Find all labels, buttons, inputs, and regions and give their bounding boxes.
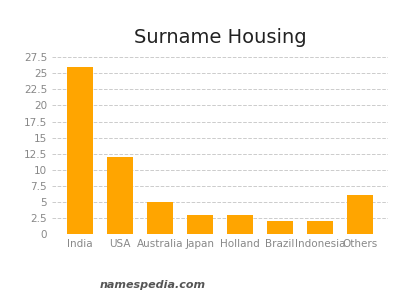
Bar: [67, 67, 93, 234]
Bar: [267, 221, 293, 234]
Title: Surname Housing: Surname Housing: [134, 28, 306, 47]
Text: namespedia.com: namespedia.com: [100, 280, 206, 290]
Bar: [187, 215, 213, 234]
Bar: [107, 157, 133, 234]
Bar: [307, 221, 333, 234]
Bar: [147, 202, 173, 234]
Bar: [227, 215, 253, 234]
Bar: [347, 195, 373, 234]
